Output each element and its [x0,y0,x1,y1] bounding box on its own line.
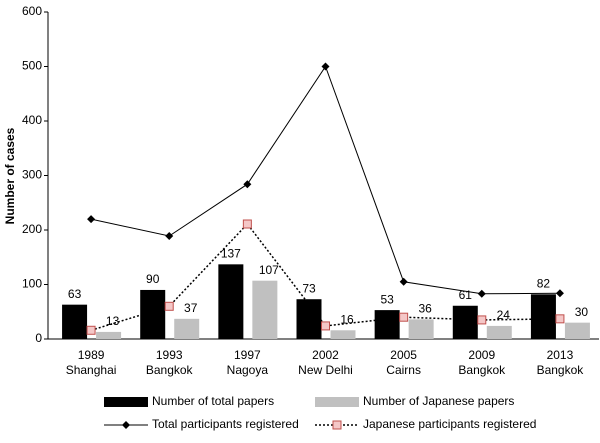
point [399,277,408,286]
y-tick-label: 300 [22,168,42,182]
x-tick-label: 2002 [312,348,339,362]
data-label: 24 [497,308,511,322]
bar [530,294,556,339]
x-tick-label: 2005 [390,348,417,362]
legend-marker [122,421,130,429]
bar [452,305,478,339]
y-axis-label: Number of cases [3,127,17,224]
x-tick-label: Nagoya [227,363,269,377]
data-label: 53 [380,292,394,306]
point [555,314,565,324]
bar [252,280,278,339]
x-tick-label: 2009 [468,348,495,362]
x-tick-label: Shanghai [66,363,117,377]
bar [96,331,122,339]
legend-label: Number of Japanese papers [363,394,514,408]
bar [564,322,590,339]
legend-swatch [104,397,148,407]
x-tick-label: 1997 [234,348,261,362]
legend-label: Japanese participants registered [363,417,536,431]
data-label: 107 [259,263,279,277]
point [242,219,252,229]
bar [62,304,88,339]
data-label: 90 [146,272,160,286]
bar [330,330,356,339]
bar [408,319,434,339]
line [90,65,560,295]
point [477,289,486,298]
x-tick-label: New Delhi [298,363,353,377]
data-label: 82 [537,276,551,290]
legend-swatch [315,397,359,407]
x-tick-label: 2013 [547,348,574,362]
point [87,215,96,224]
x-tick-label: 1989 [78,348,105,362]
point [321,321,330,331]
bar [374,310,400,339]
y-tick-label: 400 [22,113,42,127]
point [477,315,487,325]
bar [174,318,200,339]
bar [140,289,166,339]
data-label: 137 [221,247,241,261]
point [165,231,174,240]
data-label: 13 [106,314,120,328]
bar [218,264,244,339]
legend-marker [332,420,342,430]
bar [296,299,322,339]
y-tick-label: 100 [22,277,42,291]
legend-label: Total participants registered [152,417,299,431]
x-tick-label: 1993 [156,348,183,362]
data-label: 36 [418,302,432,316]
x-tick-label: Cairns [386,363,421,377]
point [86,325,96,335]
point [399,312,409,322]
bar [486,325,512,339]
x-tick-label: Bangkok [458,363,506,377]
point [243,180,252,189]
data-label: 63 [68,287,82,301]
y-tick-label: 0 [35,331,42,345]
y-tick-label: 600 [22,4,42,18]
x-tick-label: Bangkok [146,363,194,377]
point [555,289,564,298]
point [164,301,174,311]
y-tick-label: 500 [22,59,42,73]
data-label: 37 [184,301,198,315]
point [321,62,330,71]
x-tick-label: Bangkok [537,363,585,377]
legend-label: Number of total papers [152,394,274,408]
data-label: 73 [302,281,316,295]
data-label: 30 [575,305,589,319]
y-tick-label: 200 [22,222,42,236]
